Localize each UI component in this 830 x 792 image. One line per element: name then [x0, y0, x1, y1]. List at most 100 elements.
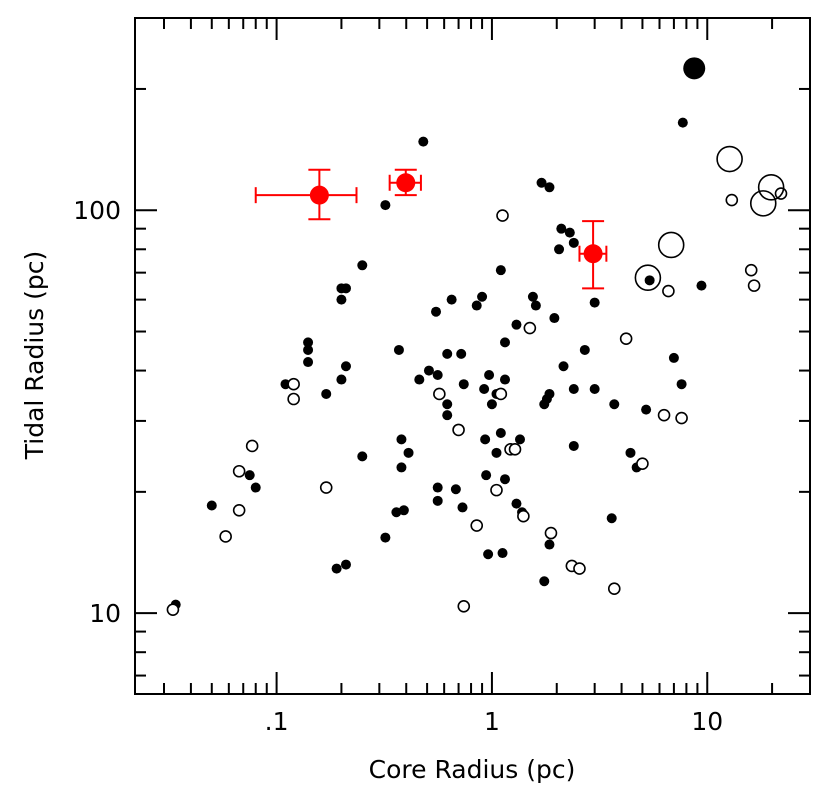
filled-point: [303, 337, 314, 348]
open-point: [544, 526, 558, 540]
filled-point: [340, 559, 351, 570]
filled-point: [527, 291, 538, 302]
filled-point: [471, 300, 482, 311]
large-open-point: [716, 145, 743, 173]
filled-point: [457, 502, 468, 513]
filled-point: [357, 451, 368, 462]
open-point: [523, 321, 537, 335]
filled-point: [609, 399, 620, 410]
filled-point: [244, 470, 255, 481]
filled-point: [206, 500, 217, 511]
open-point: [232, 464, 246, 478]
filled-point: [579, 344, 590, 355]
filled-point: [396, 462, 407, 473]
y-tick-label: 100: [73, 196, 121, 225]
filled-point: [539, 576, 550, 587]
filled-point: [530, 300, 541, 311]
open-point: [517, 509, 530, 523]
large-filled-point: [683, 57, 706, 80]
filled-point: [481, 470, 492, 481]
filled-point: [499, 474, 510, 485]
filled-point: [511, 498, 522, 509]
filled-point: [677, 117, 688, 128]
filled-point: [696, 280, 707, 291]
highlighted-point: [309, 185, 329, 205]
open-point: [433, 387, 446, 401]
open-point: [166, 603, 180, 616]
filled-point: [418, 136, 429, 147]
filled-point: [336, 374, 347, 385]
filled-point: [380, 200, 391, 211]
filled-point: [480, 434, 491, 445]
y-axis-label: Tidal Radius (pc): [20, 251, 49, 460]
highlighted-point: [396, 173, 416, 193]
open-point: [619, 332, 633, 345]
open-point: [508, 443, 522, 456]
filled-point: [357, 260, 368, 271]
x-tick-label: 10: [691, 707, 723, 736]
filled-point: [539, 399, 550, 410]
filled-point: [568, 440, 579, 451]
filled-point: [432, 495, 443, 506]
filled-point: [479, 384, 490, 395]
filled-point: [442, 410, 453, 421]
filled-point: [568, 384, 579, 395]
filled-point: [644, 275, 655, 286]
filled-point: [495, 265, 506, 276]
filled-point: [442, 399, 453, 410]
open-point: [494, 387, 508, 401]
filled-point: [641, 404, 652, 415]
open-point: [747, 279, 761, 292]
filled-point: [486, 399, 497, 410]
filled-point: [431, 306, 442, 317]
data-points: [166, 57, 788, 616]
filled-point: [442, 348, 453, 359]
x-axis-label: Core Radius (pc): [369, 755, 576, 784]
filled-point: [554, 244, 565, 255]
filled-point: [456, 348, 467, 359]
filled-point: [497, 548, 508, 559]
filled-point: [511, 319, 522, 330]
y-tick-label: 10: [89, 599, 121, 628]
filled-point: [495, 427, 506, 438]
large-open-point: [757, 174, 785, 201]
open-point: [319, 481, 333, 494]
filled-point: [432, 370, 443, 381]
filled-point: [536, 177, 547, 188]
filled-point: [676, 379, 687, 390]
x-tick-label: .1: [265, 707, 289, 736]
open-point: [245, 439, 259, 453]
ticks: .1 1 10 10 100: [73, 17, 811, 736]
open-point: [657, 408, 671, 422]
filled-point: [450, 484, 461, 495]
open-point: [573, 562, 586, 575]
open-point: [452, 423, 465, 437]
filled-point: [340, 361, 351, 372]
filled-point: [336, 294, 347, 305]
filled-point: [477, 291, 488, 302]
open-point: [287, 377, 300, 391]
filled-point: [423, 365, 434, 376]
filled-point: [432, 482, 443, 493]
axes: [134, 17, 811, 695]
filled-point: [303, 357, 314, 368]
filled-point: [589, 384, 600, 395]
filled-point: [446, 294, 457, 305]
filled-point: [303, 344, 314, 355]
filled-point: [544, 539, 555, 550]
filled-point: [340, 283, 351, 294]
filled-point: [568, 237, 579, 248]
filled-point: [549, 313, 560, 324]
open-point: [607, 582, 621, 595]
filled-point: [483, 549, 494, 560]
x-tick-label: 1: [484, 707, 500, 736]
filled-point: [499, 337, 510, 348]
filled-point: [393, 344, 404, 355]
filled-point: [514, 434, 525, 445]
filled-point: [589, 297, 600, 308]
filled-point: [396, 434, 407, 445]
open-point: [636, 457, 649, 470]
filled-point: [564, 227, 575, 238]
filled-point: [414, 374, 425, 385]
